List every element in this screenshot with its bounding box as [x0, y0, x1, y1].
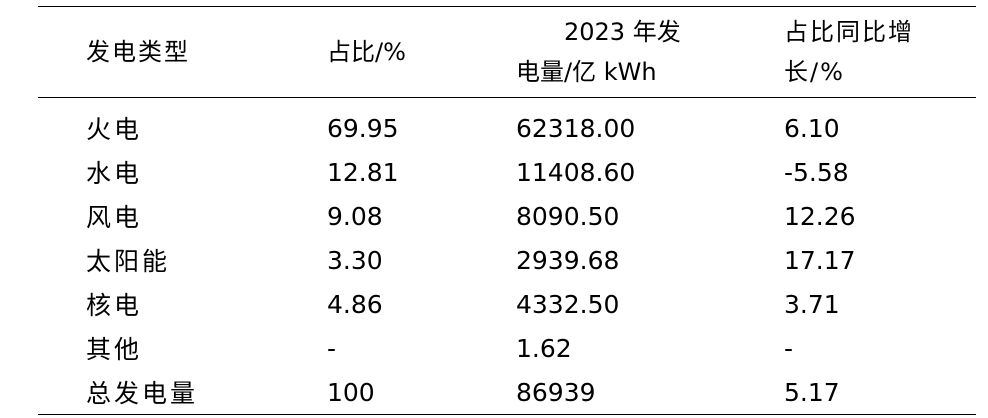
table-row: 风电 9.08 8090.50 12.26 — [38, 194, 976, 238]
cell-share: 100 — [327, 377, 375, 407]
header-row: 发电类型 占比/% 2023 年发 电量/亿 kWh 占比同比增 长/% — [38, 6, 976, 98]
table-header: 发电类型 占比/% 2023 年发 电量/亿 kWh 占比同比增 长/% — [38, 6, 976, 98]
header-share: 占比/% — [327, 38, 406, 66]
cell-growth: 6.10 — [784, 113, 840, 143]
cell-share: - — [327, 333, 337, 363]
cell-growth: -5.58 — [784, 157, 849, 187]
cell-type: 风电 — [86, 203, 143, 232]
header-generation-line1: 2023 年发 — [564, 18, 681, 46]
cell-share: 69.95 — [327, 113, 399, 143]
cell-generation: 86939 — [516, 377, 596, 407]
cell-type: 火电 — [86, 115, 143, 144]
cell-type: 其他 — [86, 335, 143, 364]
cell-generation: 11408.60 — [516, 157, 636, 187]
cell-growth: 5.17 — [784, 377, 840, 407]
header-growth: 占比同比增 长/% — [758, 7, 976, 98]
table-row: 水电 12.81 11408.60 -5.58 — [38, 150, 976, 194]
cell-share: 4.86 — [327, 289, 383, 319]
cell-growth: 3.71 — [784, 289, 840, 319]
header-growth-line2: 长/% — [784, 58, 845, 86]
cell-type: 核电 — [86, 291, 143, 320]
cell-type: 太阳能 — [86, 247, 171, 276]
cell-growth: 12.26 — [784, 201, 856, 231]
table-body: 火电 69.95 62318.00 6.10 水电 12.81 11408.60… — [38, 98, 976, 415]
table-row: 其他 - 1.62 - — [38, 326, 976, 370]
cell-generation: 62318.00 — [516, 113, 636, 143]
cell-generation: 1.62 — [516, 333, 572, 363]
header-generation: 2023 年发 电量/亿 kWh — [508, 7, 758, 98]
cell-share: 9.08 — [327, 201, 383, 231]
cell-generation: 2939.68 — [516, 245, 620, 275]
table-row: 太阳能 3.30 2939.68 17.17 — [38, 238, 976, 282]
cell-share: 12.81 — [327, 157, 399, 187]
cell-generation: 8090.50 — [516, 201, 620, 231]
table-row: 总发电量 100 86939 5.17 — [38, 370, 976, 415]
header-growth-line1: 占比同比增 — [784, 18, 914, 46]
table-row: 火电 69.95 62318.00 6.10 — [38, 98, 976, 151]
cell-type: 水电 — [86, 159, 143, 188]
cell-share: 3.30 — [327, 245, 383, 275]
power-generation-table: 发电类型 占比/% 2023 年发 电量/亿 kWh 占比同比增 长/% 火电 … — [38, 6, 976, 415]
header-type: 发电类型 — [86, 38, 190, 66]
table-row: 核电 4.86 4332.50 3.71 — [38, 282, 976, 326]
generation-table-container: 发电类型 占比/% 2023 年发 电量/亿 kWh 占比同比增 长/% 火电 … — [38, 6, 976, 415]
cell-growth: - — [784, 333, 794, 363]
cell-generation: 4332.50 — [516, 289, 620, 319]
cell-type: 总发电量 — [86, 379, 199, 408]
header-generation-line2: 电量/亿 kWh — [516, 58, 657, 86]
cell-growth: 17.17 — [784, 245, 856, 275]
